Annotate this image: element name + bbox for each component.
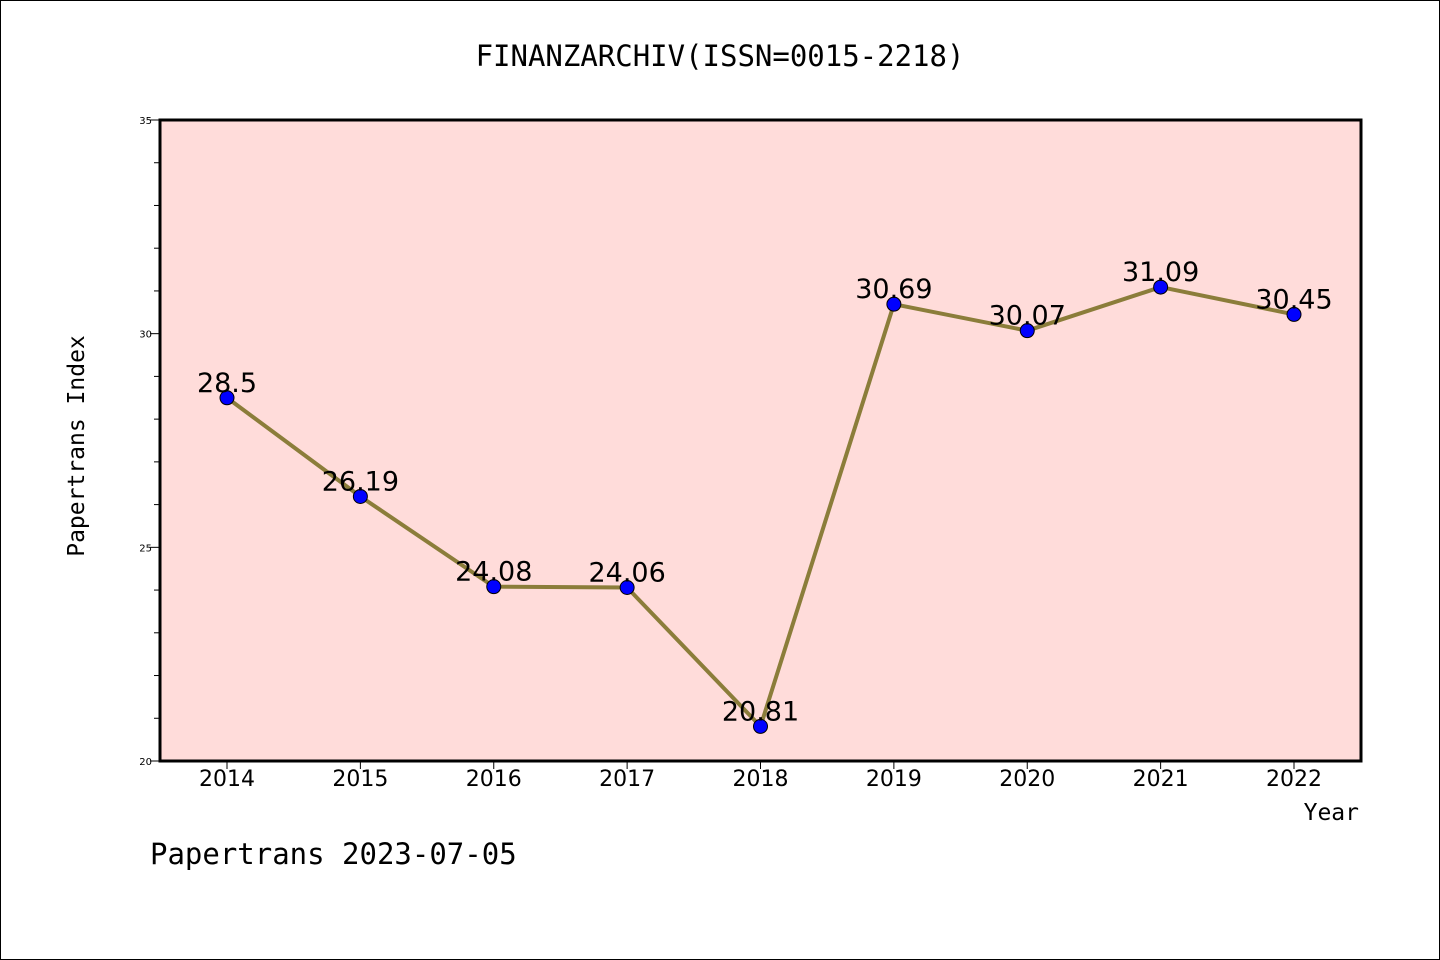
x-tick-label: 2016	[466, 767, 522, 792]
x-tick-label: 2022	[1266, 767, 1322, 792]
data-point-2021	[1153, 279, 1169, 295]
chart-title: FINANZARCHIV(ISSN=0015-2218)	[476, 39, 965, 73]
data-label-2020: 30.07	[989, 301, 1066, 332]
data-labels-layer: 28.5 26.19 24.08 24.06 20.81 30.69 30.07 31.09 3…	[197, 257, 1333, 727]
y-tick-label: 25	[139, 543, 152, 554]
data-label-2016: 24.08	[455, 557, 532, 588]
data-point-2016	[486, 579, 502, 595]
y-tick-label: 35	[139, 116, 152, 127]
data-label-2014: 28.5	[197, 368, 257, 399]
x-axis-label: Year	[1304, 800, 1359, 826]
x-tick-label: 2014	[199, 767, 255, 792]
x-tick-label: 2018	[733, 767, 789, 792]
data-point-2020	[1019, 323, 1035, 339]
data-point-2018	[753, 718, 768, 734]
plot-area	[158, 118, 1363, 763]
data-label-2019: 30.69	[855, 274, 932, 305]
y-tick-label: 20	[139, 757, 152, 768]
x-axis-ticks: 2014 2015 2016 2017 2018 2019 2020 2021 2022	[199, 761, 1322, 792]
data-point-2015	[352, 488, 368, 504]
footer-text: Papertrans 2023-07-05	[150, 837, 517, 871]
markers-layer	[219, 279, 1302, 734]
data-point-2014	[219, 390, 235, 406]
y-axis-ticks: 20 25 30 35	[139, 116, 160, 768]
data-label-2021: 31.09	[1122, 257, 1199, 288]
x-tick-label: 2020	[999, 767, 1055, 792]
x-tick-label: 2021	[1133, 767, 1189, 792]
y-tick-label: 30	[139, 330, 152, 341]
data-point-2017	[619, 580, 635, 596]
data-label-2015: 26.19	[322, 466, 399, 497]
data-point-2022	[1286, 306, 1302, 322]
data-point-2019	[886, 296, 902, 312]
x-tick-label: 2015	[332, 767, 388, 792]
data-label-2017: 24.06	[588, 558, 665, 589]
x-tick-label: 2019	[866, 767, 922, 792]
y-axis-label: Papertrans Index	[64, 335, 90, 557]
data-label-2022: 30.45	[1255, 284, 1332, 315]
x-tick-label: 2017	[599, 767, 655, 792]
data-label-2018: 20.81	[722, 696, 799, 727]
